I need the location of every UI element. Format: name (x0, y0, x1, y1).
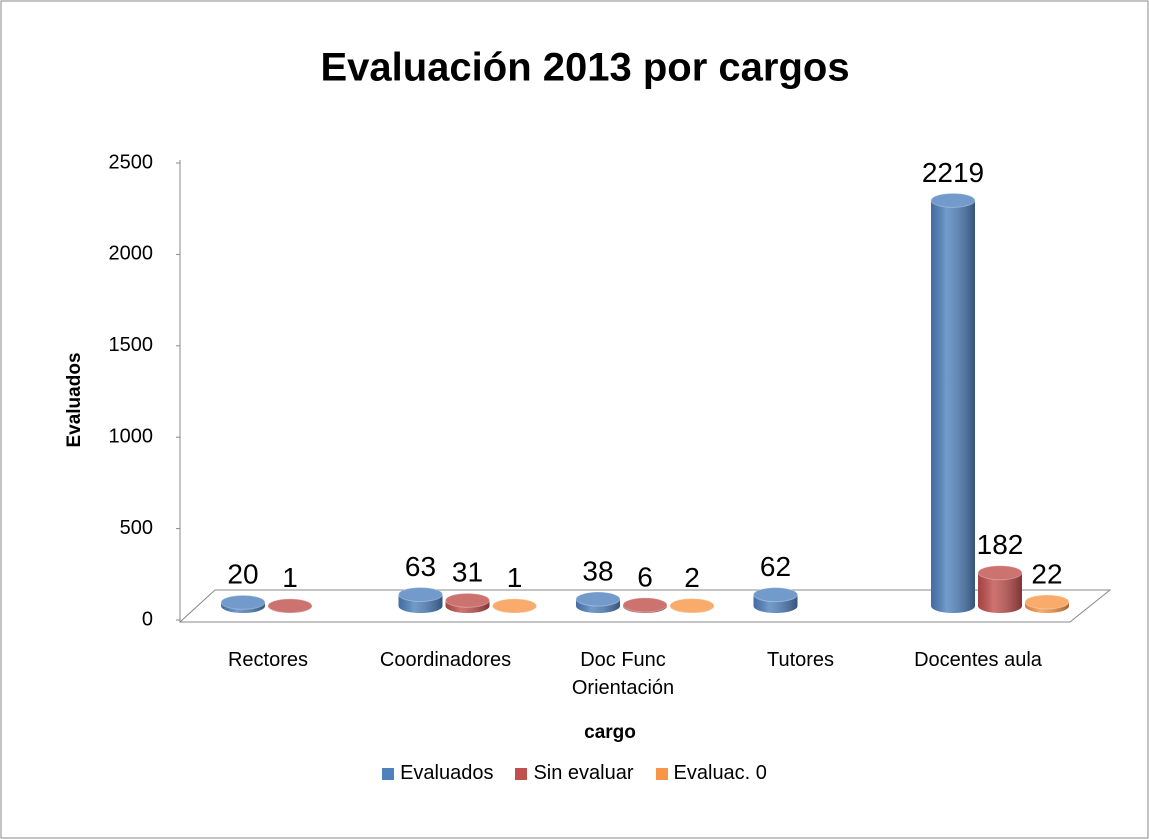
legend-label: Evaluac. 0 (673, 762, 767, 784)
bar (1024, 594, 1070, 613)
data-label: 2219 (922, 157, 984, 188)
bar-shade (978, 572, 1022, 613)
bar-top (267, 598, 313, 614)
y-tick-label: 0 (142, 608, 153, 630)
data-label: 31 (452, 557, 483, 588)
legend-swatch (655, 767, 668, 780)
bar-top-light (492, 598, 537, 613)
data-label: 22 (1031, 558, 1062, 589)
data-label: 20 (227, 559, 258, 590)
bar-top-light (445, 593, 490, 608)
y-tick-label: 1500 (109, 334, 154, 356)
legend: Evaluados Sin evaluar Evaluac. 0 (0, 762, 1149, 785)
bar-top (977, 565, 1023, 581)
legend-swatch (515, 767, 528, 780)
bar-top-light (623, 597, 667, 612)
y-tick-label: 2500 (109, 151, 154, 173)
y-tick-label: 500 (120, 517, 153, 539)
legend-label: Evaluados (400, 762, 494, 784)
bar-top-light (978, 565, 1022, 580)
data-label: 182 (977, 529, 1024, 560)
data-label: 2 (684, 562, 700, 593)
bar-top (669, 598, 715, 614)
x-tick-label: Rectores (227, 649, 309, 671)
x-tick-label: Tutores (766, 649, 835, 671)
data-label: 6 (637, 561, 653, 592)
y-tick-label: 2000 (109, 243, 154, 265)
bar-top (492, 598, 537, 614)
bar-shade (931, 200, 975, 613)
x-tick-label: Docentes aula (914, 649, 1042, 671)
legend-swatch (382, 767, 395, 780)
bar (398, 586, 443, 614)
bar (445, 592, 490, 614)
legend-label: Sin evaluar (533, 762, 634, 784)
bar-top-light (753, 587, 798, 602)
legend-item: Evaluac. 0 (655, 762, 767, 785)
bar-top (622, 597, 668, 613)
bar (492, 598, 537, 614)
data-label: 1 (507, 562, 523, 593)
bar-top (220, 594, 266, 610)
bar-top-light (670, 598, 714, 613)
bar (977, 565, 1023, 613)
bar (930, 192, 976, 613)
y-axis-label: Evaluados (64, 352, 85, 447)
bar (220, 594, 266, 613)
x-axis-label: cargo (584, 722, 636, 743)
bar (267, 598, 313, 614)
y-tick-label: 1000 (109, 425, 154, 447)
bar-top (398, 586, 443, 602)
bar-top-light (268, 598, 312, 613)
legend-item: Sin evaluar (515, 762, 634, 785)
bar-top-light (1025, 594, 1069, 609)
bar (622, 597, 668, 613)
bar-top-light (931, 193, 975, 208)
x-tick-label: Doc Func Orientación (571, 649, 675, 699)
bar-top (1024, 594, 1070, 610)
data-label: 63 (405, 551, 436, 582)
bar (669, 598, 715, 614)
x-tick-label: Coordinadores (379, 649, 512, 671)
bar-top-light (398, 587, 443, 602)
bar-top (575, 591, 621, 607)
data-label: 62 (760, 551, 791, 582)
bar-top (753, 587, 798, 603)
bar-top-light (576, 592, 620, 607)
bar (575, 591, 621, 613)
bar-top-light (221, 595, 265, 610)
data-label: 38 (582, 555, 613, 586)
legend-item: Evaluados (382, 762, 493, 785)
bar-top (930, 192, 976, 208)
chart-title: Evaluación 2013 por cargos (320, 46, 849, 90)
bar (753, 587, 798, 614)
bar-top (445, 592, 490, 608)
data-label: 1 (282, 562, 298, 593)
